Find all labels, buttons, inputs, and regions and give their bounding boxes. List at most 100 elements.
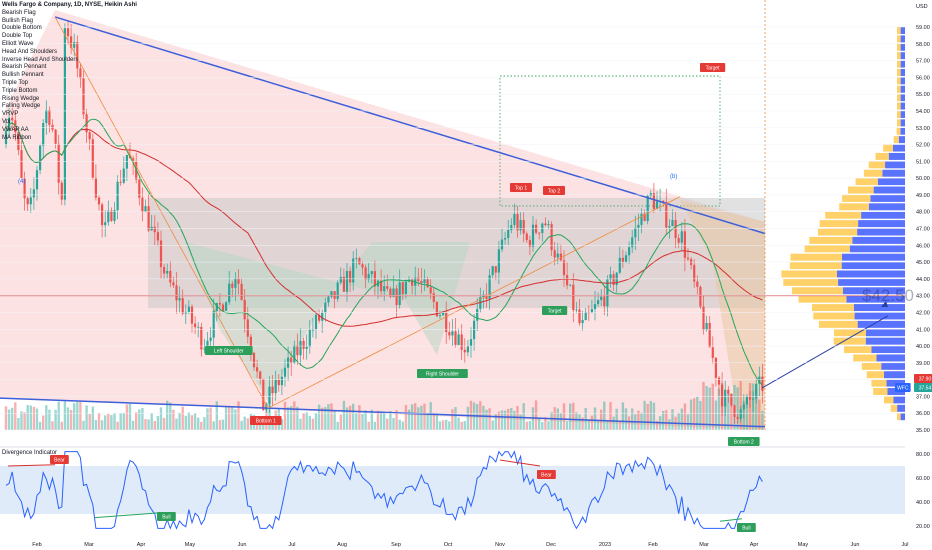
candle-body bbox=[79, 68, 82, 79]
candle-body bbox=[581, 319, 584, 324]
volume-bar bbox=[448, 421, 451, 430]
candle-body bbox=[166, 270, 169, 274]
indicator-item[interactable]: Rising Wedge bbox=[2, 95, 40, 102]
volume-bar bbox=[383, 413, 386, 430]
price-tick-label: 36.00 bbox=[916, 411, 930, 417]
candle-body bbox=[119, 181, 122, 183]
candle-body bbox=[259, 371, 262, 379]
candle-body bbox=[135, 161, 138, 180]
bull-label: Bull bbox=[742, 526, 750, 532]
candle-body bbox=[699, 286, 702, 307]
candle-body bbox=[17, 132, 20, 151]
indicator-item[interactable]: Bullish Flag bbox=[2, 17, 34, 24]
target2-label: Target bbox=[548, 309, 563, 315]
candle-body bbox=[169, 270, 172, 283]
indicator-item[interactable]: MA Ribbon bbox=[2, 134, 32, 141]
volume-bar bbox=[63, 401, 67, 430]
volume-bar bbox=[352, 403, 355, 430]
volume-bar bbox=[745, 399, 749, 430]
candle-body bbox=[48, 110, 51, 125]
price-tick-label: 54.00 bbox=[916, 109, 930, 115]
volume-bar bbox=[417, 407, 420, 430]
vp-yellow-bar bbox=[817, 228, 858, 236]
volume-bar bbox=[299, 418, 302, 430]
price-tick-label: 50.00 bbox=[916, 176, 930, 182]
candle-body bbox=[488, 275, 491, 300]
volume-bar bbox=[212, 421, 215, 430]
candle-body bbox=[525, 233, 528, 241]
volume-bar bbox=[373, 421, 377, 430]
candle-body bbox=[702, 306, 705, 330]
osc-tick-label: 20.00 bbox=[916, 524, 930, 530]
oscillator-title[interactable]: Divergence Indicator bbox=[2, 450, 58, 456]
candle-body bbox=[144, 206, 147, 212]
price-tick-label: 59.00 bbox=[916, 25, 930, 31]
indicator-item[interactable]: Vol bbox=[2, 118, 11, 125]
candle-body bbox=[562, 260, 566, 276]
candle-body bbox=[705, 322, 708, 330]
candle-body bbox=[655, 201, 659, 209]
volume-bar bbox=[454, 407, 457, 430]
volume-bar bbox=[510, 407, 513, 430]
candle-body bbox=[727, 389, 730, 394]
time-tick-label: Jul bbox=[901, 542, 908, 548]
candle-body bbox=[758, 376, 761, 384]
symbol-title[interactable]: Wells Fargo & Company, 1D, NYSE, Heikin … bbox=[2, 2, 137, 8]
volume-bar bbox=[457, 417, 460, 430]
candle-body bbox=[476, 308, 479, 321]
vp-yellow-bar bbox=[897, 35, 901, 43]
indicator-item[interactable]: Inverse Head And Shoulders bbox=[2, 56, 79, 63]
volume-bar bbox=[131, 420, 135, 430]
volume-bar bbox=[184, 415, 187, 430]
volume-bar bbox=[717, 388, 721, 430]
wfc-badge-bg bbox=[895, 383, 911, 392]
last-price-2-label-bg bbox=[914, 383, 932, 392]
candle-body bbox=[249, 336, 252, 353]
candle-body bbox=[63, 28, 66, 200]
vp-yellow-bar bbox=[897, 77, 901, 85]
volume-bar bbox=[476, 403, 479, 430]
candle-body bbox=[240, 283, 243, 300]
volume-bar bbox=[231, 407, 234, 430]
osc-line bbox=[5, 450, 763, 530]
indicator-item[interactable]: VRVP bbox=[2, 111, 19, 118]
volume-bar bbox=[646, 403, 649, 430]
candle-body bbox=[510, 225, 513, 231]
indicator-item[interactable]: Double Top bbox=[2, 33, 33, 40]
indicator-item[interactable]: Triple Bottom bbox=[2, 87, 38, 94]
indicator-item[interactable]: Bearish Flag bbox=[2, 9, 36, 16]
candle-body bbox=[243, 299, 246, 320]
volume-bar bbox=[314, 413, 318, 430]
candle-body bbox=[361, 264, 364, 268]
candle-body bbox=[559, 253, 562, 261]
volume-bar bbox=[668, 419, 671, 430]
candle-body bbox=[597, 300, 600, 305]
candle-body bbox=[752, 398, 755, 400]
volume-bar bbox=[435, 413, 439, 430]
volume-bar bbox=[311, 418, 315, 430]
candle-body bbox=[386, 286, 389, 289]
volume-bar bbox=[590, 415, 594, 430]
indicator-item[interactable]: Head And Shoulders bbox=[2, 48, 58, 55]
indicator-item[interactable]: Double Bottom bbox=[2, 25, 42, 32]
indicator-item[interactable]: Bullish Pennant bbox=[2, 72, 44, 79]
indicator-item[interactable]: VWAP AA bbox=[2, 126, 29, 133]
vp-blue-bar bbox=[881, 362, 905, 370]
candle-body bbox=[544, 223, 547, 226]
candle-body bbox=[714, 357, 717, 378]
candle-body bbox=[163, 267, 166, 274]
candle-body bbox=[352, 258, 355, 283]
vp-yellow-bar bbox=[839, 203, 869, 211]
volume-bar bbox=[637, 410, 640, 430]
bottom2-label: Bottom 2 bbox=[734, 440, 754, 446]
indicator-item[interactable]: Falling Wedge bbox=[2, 103, 41, 110]
indicator-item[interactable]: Triple Top bbox=[2, 79, 29, 86]
indicator-item[interactable]: Elliott Wave bbox=[2, 40, 34, 47]
volume-bar bbox=[379, 411, 383, 430]
volume-bar bbox=[38, 421, 42, 430]
volume-bar bbox=[116, 421, 119, 430]
hs-fill bbox=[185, 242, 470, 400]
volume-bar bbox=[141, 408, 144, 430]
indicator-item[interactable]: Bearish Pennant bbox=[2, 64, 47, 71]
